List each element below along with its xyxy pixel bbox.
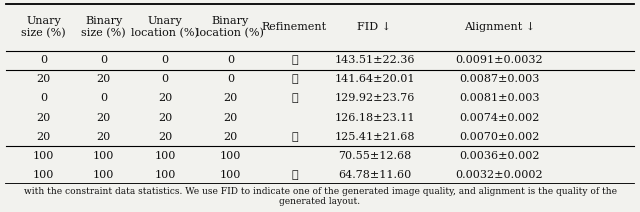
- Text: ✓: ✓: [291, 170, 298, 180]
- Text: 0: 0: [227, 74, 234, 84]
- Text: 20: 20: [223, 113, 237, 123]
- Text: 20: 20: [36, 132, 51, 142]
- Text: 100: 100: [154, 151, 176, 161]
- Text: 0: 0: [40, 93, 47, 103]
- Text: 20: 20: [97, 132, 111, 142]
- Text: 0: 0: [227, 55, 234, 65]
- Text: 20: 20: [223, 93, 237, 103]
- Text: 100: 100: [93, 151, 115, 161]
- Text: 0.0032±0.0002: 0.0032±0.0002: [456, 170, 543, 180]
- Text: Alignment ↓: Alignment ↓: [463, 22, 535, 32]
- Text: ✓: ✓: [291, 93, 298, 103]
- Text: ✓: ✓: [291, 55, 298, 65]
- Text: 0.0070±0.002: 0.0070±0.002: [459, 132, 540, 142]
- Text: Refinement: Refinement: [262, 22, 327, 32]
- Text: 20: 20: [223, 132, 237, 142]
- Text: FID ↓: FID ↓: [357, 22, 392, 32]
- Text: 64.78±11.60: 64.78±11.60: [338, 170, 411, 180]
- Text: 20: 20: [97, 74, 111, 84]
- Text: 0.0036±0.002: 0.0036±0.002: [459, 151, 540, 161]
- Text: 20: 20: [158, 93, 172, 103]
- Text: 70.55±12.68: 70.55±12.68: [338, 151, 411, 161]
- Text: 143.51±22.36: 143.51±22.36: [334, 55, 415, 65]
- Text: with the constraint data statistics. We use FID to indicate one of the generated: with the constraint data statistics. We …: [24, 187, 616, 206]
- Text: 0: 0: [100, 55, 108, 65]
- Text: 126.18±23.11: 126.18±23.11: [334, 113, 415, 123]
- Text: Unary
location (%): Unary location (%): [131, 16, 199, 39]
- Text: Unary
size (%): Unary size (%): [21, 16, 66, 39]
- Text: 0.0081±0.003: 0.0081±0.003: [459, 93, 540, 103]
- Text: 100: 100: [154, 170, 176, 180]
- Text: ✓: ✓: [291, 132, 298, 142]
- Text: 129.92±23.76: 129.92±23.76: [334, 93, 415, 103]
- Text: 20: 20: [158, 113, 172, 123]
- Text: 20: 20: [158, 132, 172, 142]
- Text: 20: 20: [36, 113, 51, 123]
- Text: 0: 0: [161, 55, 169, 65]
- Text: Binary
size (%): Binary size (%): [81, 16, 126, 39]
- Text: 100: 100: [93, 170, 115, 180]
- Text: 0: 0: [161, 74, 169, 84]
- Text: 0: 0: [40, 55, 47, 65]
- Text: ✓: ✓: [291, 74, 298, 84]
- Text: 141.64±20.01: 141.64±20.01: [334, 74, 415, 84]
- Text: 0.0074±0.002: 0.0074±0.002: [459, 113, 540, 123]
- Text: 0.0087±0.003: 0.0087±0.003: [459, 74, 540, 84]
- Text: 100: 100: [33, 170, 54, 180]
- Text: 0: 0: [100, 93, 108, 103]
- Text: 100: 100: [220, 151, 241, 161]
- Text: 20: 20: [97, 113, 111, 123]
- Text: 100: 100: [220, 170, 241, 180]
- Text: 0.0091±0.0032: 0.0091±0.0032: [456, 55, 543, 65]
- Text: Binary
location (%): Binary location (%): [196, 16, 264, 39]
- Text: 100: 100: [33, 151, 54, 161]
- Text: 125.41±21.68: 125.41±21.68: [334, 132, 415, 142]
- Text: 20: 20: [36, 74, 51, 84]
